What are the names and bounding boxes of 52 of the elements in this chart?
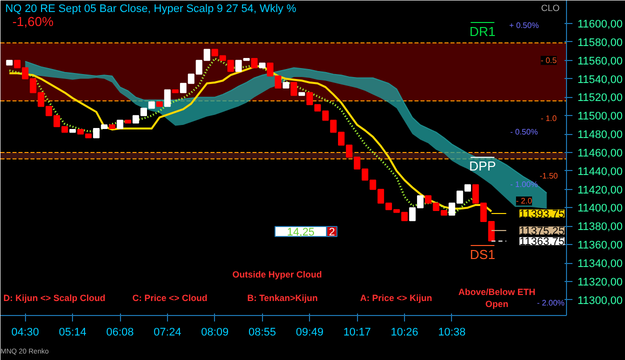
annotation: - 0.50% (510, 128, 538, 137)
y-tick-label: 11540,00 (578, 74, 623, 86)
text: -1,60% (12, 14, 54, 30)
y-tick-label: 11360,00 (578, 240, 623, 252)
ref-line-label: 11393,75 (519, 208, 565, 220)
y-tick-label: 11520,00 (578, 92, 623, 104)
x-tick-label: 08:55 (248, 326, 276, 338)
annotation: DPP (469, 158, 496, 174)
x-tick-label: 07:24 (154, 326, 182, 338)
y-tick-label: 11440,00 (578, 166, 623, 178)
y-tick-label: 11420,00 (578, 184, 623, 196)
annotation: B: Tenkan>Kijun (247, 292, 318, 303)
x-tick-label: 10:26 (390, 326, 418, 338)
x-tick-label: 05:14 (58, 326, 86, 338)
y-tick-label: 11600,00 (578, 18, 623, 31)
annotation: Above/Below ETH Open (458, 286, 536, 309)
y-tick-label: 11580,00 (578, 36, 623, 49)
annotation: A: Price <> Kijun (360, 292, 432, 303)
annotation: C: Price <> Cloud (132, 292, 208, 303)
y-tick-label: 11400,00 (578, 202, 623, 215)
annotation: DR1 (470, 24, 496, 39)
annotation: DS1 (470, 246, 496, 262)
annotation: - 1.0 (540, 114, 558, 124)
x-tick-label: 04:30 (11, 326, 39, 338)
x-tick-label: 10:38 (438, 326, 466, 338)
annotation: CLO (541, 3, 560, 14)
candlestick (164, 89, 171, 107)
x-tick-label: 06:08 (106, 326, 134, 338)
annotation: + 0.50% (509, 20, 539, 30)
x-tick-label: 10:17 (343, 326, 371, 338)
annotation: - 1.00% (510, 180, 538, 189)
y-tick-label: 11340,00 (578, 258, 623, 270)
annotation: D: Kijun <> Scalp Cloud (3, 292, 106, 303)
y-tick-label: 11500,00 (578, 110, 623, 123)
candlestick (251, 58, 258, 68)
candlestick (290, 82, 298, 96)
annotation: 2 (328, 226, 335, 238)
y-tick-label: 11380,00 (578, 221, 623, 234)
y-tick-label: 11560,00 (578, 55, 623, 68)
chart-title: NQ 20 RE Sept 05 Bar Close, Hyper Scalp 9 27 54, Wkly % (5, 2, 296, 15)
x-tick-label: 09:49 (296, 326, 324, 338)
annotation: 14,25 (287, 226, 315, 238)
y-tick-label: 11300,00 (578, 294, 623, 307)
annotation: Outside Hyper Cloud (232, 270, 322, 280)
y-tick-label: 11460,00 (578, 147, 623, 160)
y-tick-label: 11480,00 (578, 129, 623, 142)
annotation: - 2.00% (536, 298, 565, 308)
y-tick-label: 11320,00 (578, 276, 623, 288)
annotation: - 0.5 (540, 56, 558, 65)
annotation: - 2.0 (516, 196, 533, 206)
annotation: -1.50 (540, 172, 558, 181)
x-tick-label: 08:09 (201, 326, 229, 338)
